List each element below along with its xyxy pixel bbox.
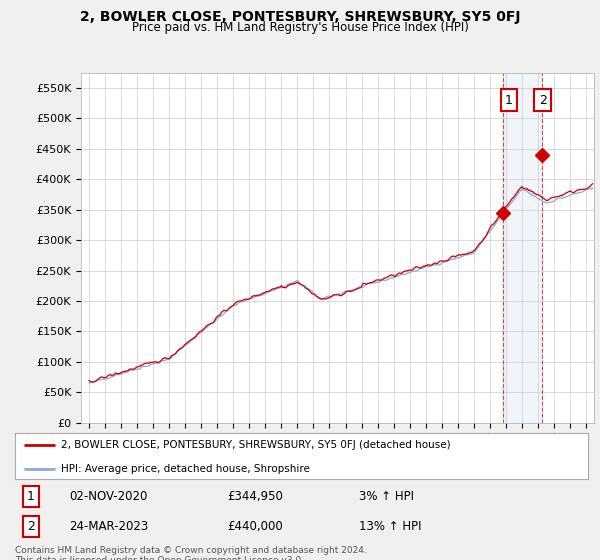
Text: £344,950: £344,950 bbox=[227, 489, 283, 502]
Text: Contains HM Land Registry data © Crown copyright and database right 2024.
This d: Contains HM Land Registry data © Crown c… bbox=[15, 546, 367, 560]
Text: 24-MAR-2023: 24-MAR-2023 bbox=[70, 520, 149, 533]
Bar bbox=[503, 73, 542, 423]
Text: 1: 1 bbox=[505, 94, 513, 107]
Text: 2: 2 bbox=[27, 520, 35, 533]
Text: HPI: Average price, detached house, Shropshire: HPI: Average price, detached house, Shro… bbox=[61, 464, 310, 474]
Text: 02-NOV-2020: 02-NOV-2020 bbox=[70, 489, 148, 502]
Text: 2, BOWLER CLOSE, PONTESBURY, SHREWSBURY, SY5 0FJ: 2, BOWLER CLOSE, PONTESBURY, SHREWSBURY,… bbox=[80, 10, 520, 24]
Text: 2, BOWLER CLOSE, PONTESBURY, SHREWSBURY, SY5 0FJ (detached house): 2, BOWLER CLOSE, PONTESBURY, SHREWSBURY,… bbox=[61, 440, 451, 450]
Text: £440,000: £440,000 bbox=[227, 520, 283, 533]
Text: 3% ↑ HPI: 3% ↑ HPI bbox=[359, 489, 414, 502]
Text: 2: 2 bbox=[539, 94, 547, 107]
Text: 1: 1 bbox=[27, 489, 35, 502]
Text: Price paid vs. HM Land Registry's House Price Index (HPI): Price paid vs. HM Land Registry's House … bbox=[131, 21, 469, 34]
Text: 13% ↑ HPI: 13% ↑ HPI bbox=[359, 520, 421, 533]
